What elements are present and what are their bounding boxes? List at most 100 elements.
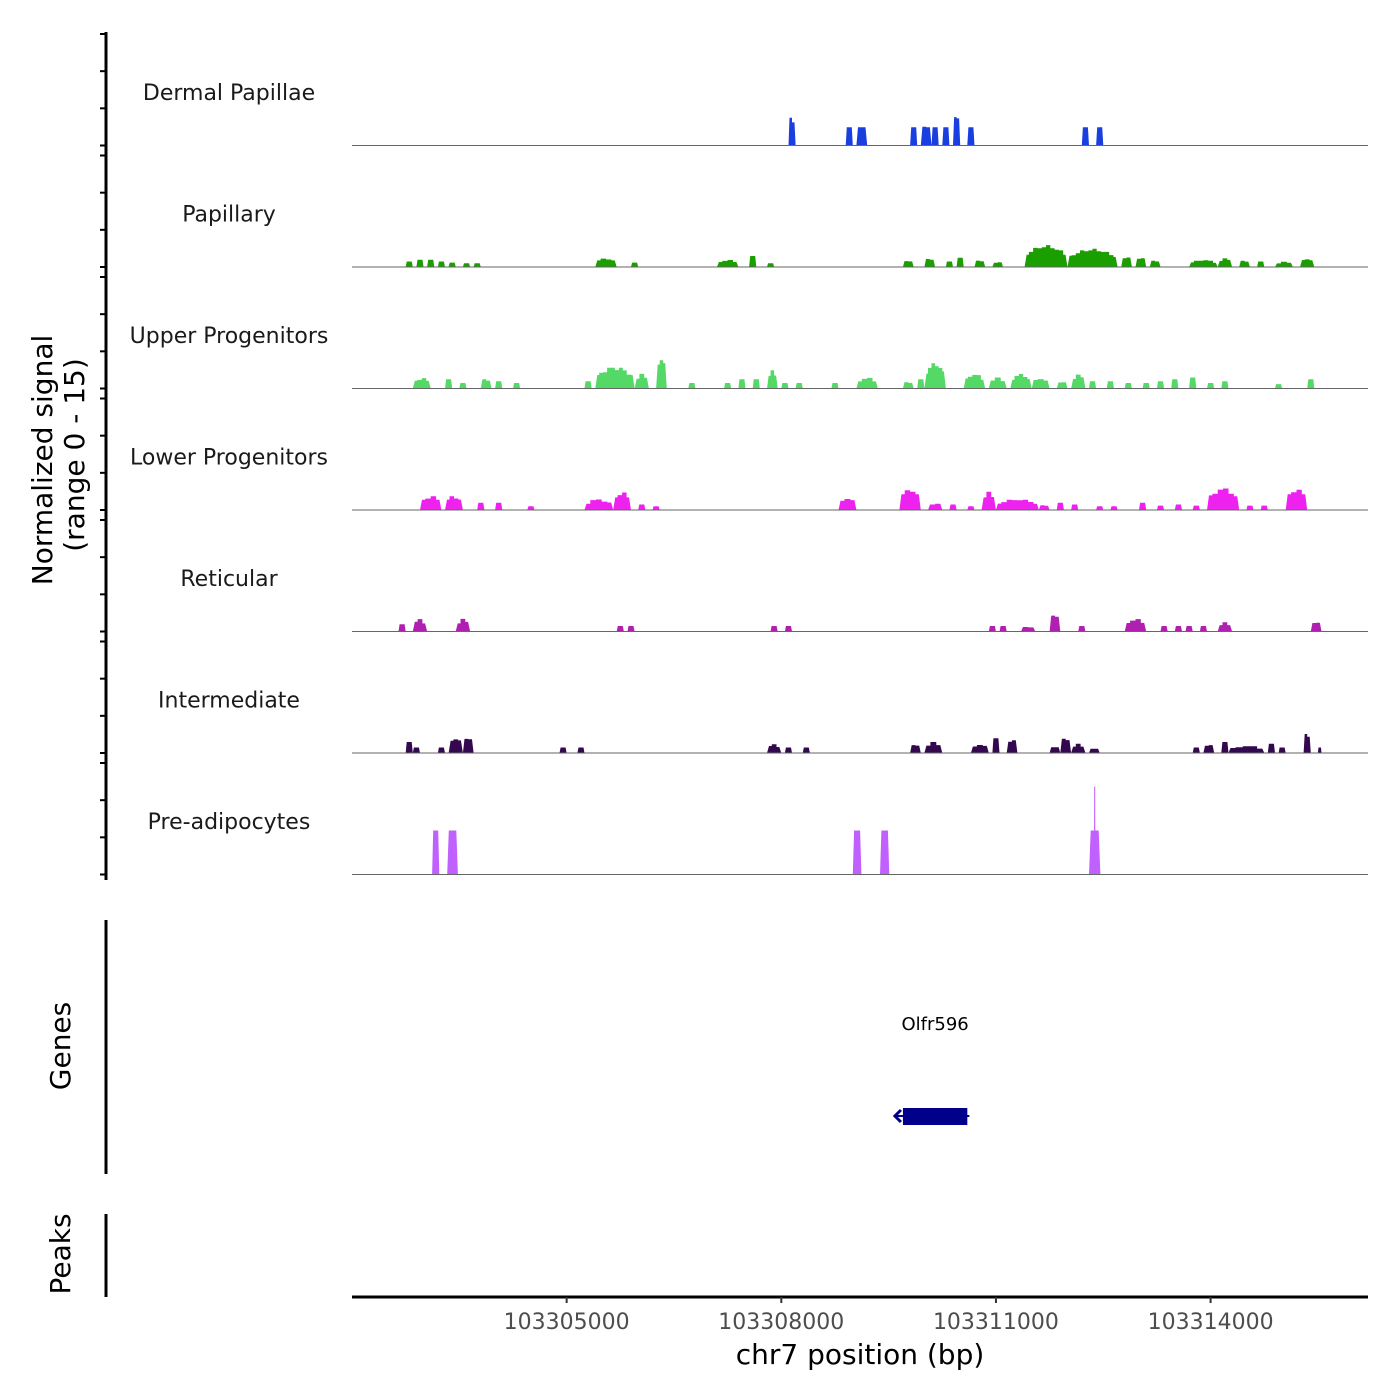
signal-peak [1096, 127, 1104, 146]
signal-peak [447, 830, 458, 875]
signal-peak [1024, 245, 1068, 267]
signal-peak [942, 127, 950, 146]
signal-peak [1110, 506, 1118, 510]
signal-peak [802, 747, 810, 753]
signal-peak [495, 502, 503, 510]
track-label: Intermediate [158, 689, 300, 714]
signal-peak [480, 379, 492, 389]
signal-peak [1049, 747, 1061, 753]
track-label: Dermal Papillae [143, 81, 315, 106]
signal-peak [616, 626, 624, 632]
signal-peak [1174, 626, 1182, 632]
signal-peak [967, 506, 975, 510]
signal-peak [1221, 381, 1229, 389]
signal-peak [595, 367, 635, 389]
track-intermediate: Intermediate [158, 689, 1368, 754]
gene-strand-arrow [892, 1108, 902, 1124]
signal-peak [795, 383, 803, 389]
signal-peak [1207, 383, 1215, 389]
signal-peak [738, 379, 746, 389]
signal-peak [928, 503, 943, 510]
x-axis: 103305000 103308000 103311000 103314000 [352, 1295, 1368, 1335]
signal-peak [838, 499, 857, 510]
signal-peak [1089, 748, 1100, 753]
signal-peak [752, 379, 760, 389]
gene-label: Olfr596 [901, 1014, 968, 1035]
signal-peak [767, 744, 782, 753]
signal-peak [1192, 747, 1200, 753]
signal-peak [1285, 489, 1308, 510]
signal-peak [1307, 379, 1315, 389]
signal-peak [1071, 504, 1079, 510]
signal-peak [949, 504, 957, 510]
signal-tracks: Dermal Papillae Papillary Upper Progenitor… [130, 81, 1368, 875]
signal-peak [445, 496, 463, 510]
signal-peak [845, 127, 853, 146]
signal-peak [1275, 261, 1293, 267]
signal-peak [1142, 383, 1150, 389]
signal-peak [634, 373, 649, 389]
signal-peak [412, 619, 428, 632]
signal-peak [1189, 260, 1218, 267]
track-label: Papillary [182, 203, 276, 228]
signal-peak [970, 745, 989, 753]
signal-peak [416, 259, 424, 267]
track-label: Lower Progenitors [130, 446, 328, 471]
signal-peak [559, 747, 567, 753]
track-lower-progenitors: Lower Progenitors [130, 446, 1368, 511]
signal-peak [1171, 379, 1179, 389]
signal-peak [1139, 502, 1147, 510]
signal-peak [1260, 505, 1268, 510]
signal-peak [1021, 627, 1036, 632]
y-axis-title: Normalized signal [26, 335, 59, 586]
signal-peak [1160, 626, 1168, 632]
signal-peak [405, 742, 413, 753]
signal-peak [437, 261, 445, 267]
signal-peak [931, 127, 939, 146]
signal-peak [1038, 505, 1050, 510]
signal-peak [1121, 257, 1132, 267]
signal-peak [992, 738, 1000, 753]
peaks-axis-title: Peaks [44, 1213, 77, 1294]
genes-axis-title: Genes [44, 1002, 77, 1090]
signal-peak [1006, 740, 1018, 753]
signal-peak [495, 381, 503, 389]
signal-peak [455, 618, 471, 632]
track-reticular: Reticular [180, 567, 1368, 632]
signal-peak [953, 117, 961, 146]
signal-peak [788, 117, 796, 146]
genes-panel: Olfr596 [104, 920, 970, 1174]
signal-peak [437, 747, 445, 753]
signal-peak [459, 383, 467, 389]
signal-peak [784, 626, 792, 632]
signal-peak [577, 747, 585, 753]
signal-peak [767, 263, 775, 267]
signal-peak [1246, 505, 1254, 510]
signal-peak [924, 259, 936, 267]
signal-peak [1156, 381, 1165, 389]
track-label: Reticular [180, 567, 278, 592]
signal-peak [910, 745, 921, 753]
signal-peak [427, 259, 435, 267]
gene-exon [902, 1108, 968, 1125]
y-axis-subtitle: (range 0 - 15) [58, 358, 91, 552]
signal-peak [412, 747, 420, 753]
signal-peak [999, 626, 1007, 632]
signal-peak [1192, 505, 1200, 510]
signal-peak [1010, 373, 1032, 389]
signal-peak [988, 626, 996, 632]
signal-peak [1203, 745, 1215, 753]
signal-peak [584, 381, 592, 389]
signal-peak [831, 383, 839, 389]
signal-peak [405, 261, 413, 267]
signal-peak [1207, 488, 1240, 510]
signal-peak [767, 370, 778, 389]
signal-peak [631, 262, 639, 267]
signal-peak [1071, 374, 1086, 389]
signal-peak [477, 502, 485, 510]
signal-peak [1267, 743, 1275, 753]
signal-peak [1257, 261, 1265, 267]
signal-peak [448, 739, 463, 753]
signal-peak [1096, 506, 1104, 510]
